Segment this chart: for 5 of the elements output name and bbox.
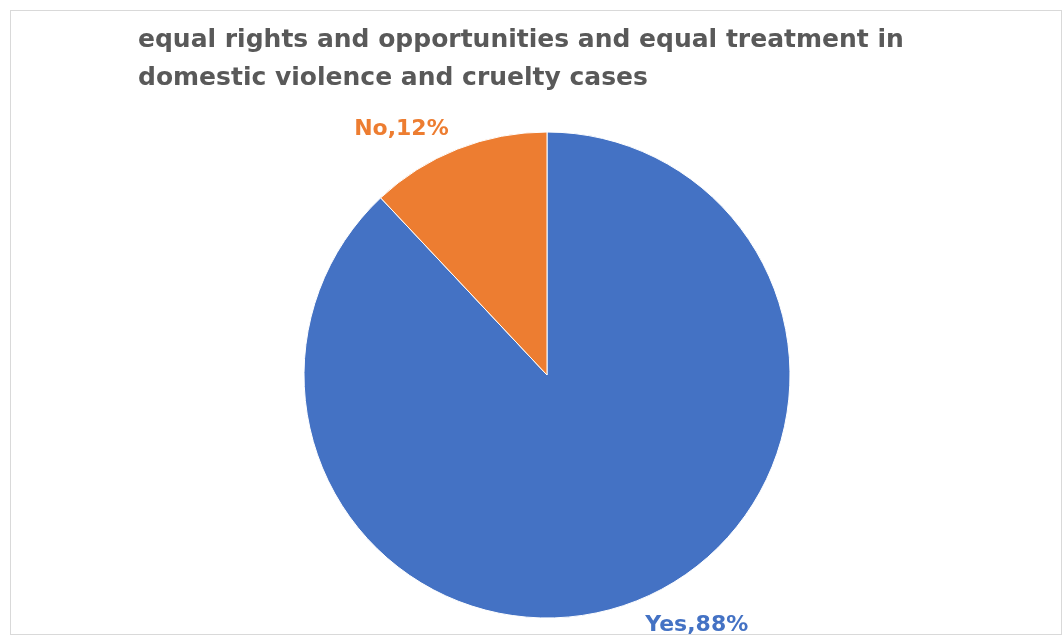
slice-label: Yes (644, 610, 688, 635)
data-label: ,12% (387, 114, 449, 140)
slice-label: No (354, 114, 388, 140)
chart-title: equal rights and opportunities and equal treatment in domestic violence and cruelty cases (138, 23, 905, 93)
data-label: ,88% (687, 610, 749, 635)
